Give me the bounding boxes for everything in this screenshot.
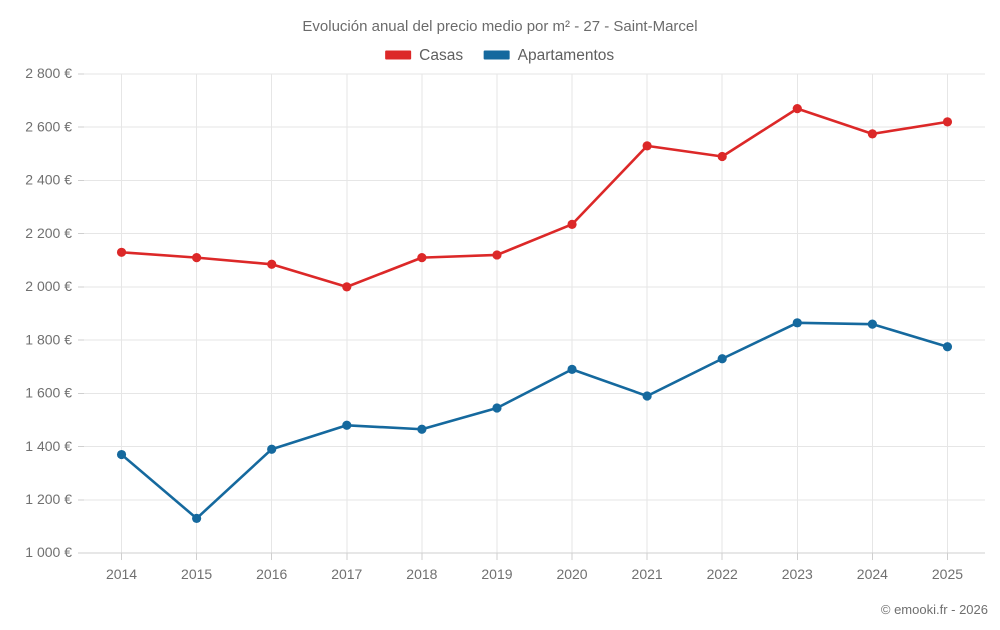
x-axis-label: 2021 bbox=[632, 566, 663, 582]
data-point-apartamentos-2017[interactable] bbox=[342, 420, 352, 430]
data-point-casas-2025[interactable] bbox=[942, 117, 953, 127]
x-axis-label: 2025 bbox=[932, 566, 963, 582]
data-point-casas-2019[interactable] bbox=[492, 250, 502, 260]
data-point-apartamentos-2015[interactable] bbox=[192, 513, 202, 524]
data-point-apartamentos-2014[interactable] bbox=[116, 449, 127, 460]
data-point-casas-2024[interactable] bbox=[867, 129, 877, 139]
y-gridlines: 2 800 € 2 600 € 2 400 € 2 200 € 2 000 € 1 800… bbox=[25, 65, 985, 560]
data-point-casas-2020[interactable] bbox=[567, 219, 577, 229]
legend-swatch-apartamentos bbox=[483, 50, 510, 60]
x-axis-label: 2024 bbox=[857, 566, 888, 582]
series-casas bbox=[116, 103, 953, 292]
x-axis-label: 2017 bbox=[331, 566, 362, 582]
data-point-apartamentos-2023[interactable] bbox=[792, 318, 802, 328]
data-point-casas-2015[interactable] bbox=[192, 253, 202, 263]
data-point-apartamentos-2025[interactable] bbox=[942, 342, 953, 352]
x-axis-label: 2022 bbox=[707, 566, 738, 582]
legend-label-apartamentos: Apartamentos bbox=[518, 47, 615, 64]
legend-item-apartamentos[interactable]: Apartamentos bbox=[483, 47, 615, 64]
y-axis-label: 1 400 € bbox=[25, 438, 72, 454]
x-axis-label: 2023 bbox=[782, 566, 813, 582]
data-point-casas-2023[interactable] bbox=[792, 103, 802, 114]
data-point-casas-2017[interactable] bbox=[342, 282, 352, 292]
chart-title: Evolución anual del precio medio por m² … bbox=[302, 18, 697, 35]
y-axis-label: 1 000 € bbox=[25, 544, 72, 560]
y-axis-label: 2 000 € bbox=[25, 278, 72, 294]
legend-label-casas: Casas bbox=[419, 47, 463, 64]
data-point-apartamentos-2016[interactable] bbox=[267, 444, 277, 454]
data-point-casas-2018[interactable] bbox=[417, 253, 427, 263]
y-axis-label: 2 200 € bbox=[25, 225, 72, 241]
series-line-apartamentos bbox=[120, 321, 949, 520]
series-apartamentos bbox=[116, 318, 953, 524]
chart-legend: Casas Apartamentos bbox=[385, 47, 614, 64]
copyright-credit: © emooki.fr - 2026 bbox=[880, 602, 988, 617]
x-axis-label: 2018 bbox=[406, 566, 437, 582]
data-point-apartamentos-2018[interactable] bbox=[417, 424, 427, 434]
x-axis-label: 2016 bbox=[256, 566, 287, 582]
y-axis-label: 1 800 € bbox=[25, 331, 72, 347]
data-point-apartamentos-2019[interactable] bbox=[492, 403, 502, 413]
x-gridlines: 2014 2015 2016 2017 2018 2019 2020 2021 2022 2023… bbox=[106, 74, 963, 582]
legend-item-casas[interactable]: Casas bbox=[385, 47, 463, 64]
y-axis-label: 2 800 € bbox=[25, 65, 72, 81]
data-point-casas-2022[interactable] bbox=[717, 151, 727, 162]
data-point-apartamentos-2021[interactable] bbox=[642, 391, 652, 401]
data-point-casas-2014[interactable] bbox=[116, 247, 127, 257]
y-axis-label: 1 600 € bbox=[25, 385, 72, 401]
series-line-casas bbox=[120, 107, 949, 289]
data-point-casas-2016[interactable] bbox=[267, 259, 277, 269]
data-point-apartamentos-2024[interactable] bbox=[867, 319, 877, 329]
x-axis-label: 2020 bbox=[556, 566, 587, 582]
data-point-apartamentos-2020[interactable] bbox=[567, 364, 577, 374]
y-axis-label: 2 600 € bbox=[25, 118, 72, 134]
data-point-apartamentos-2022[interactable] bbox=[717, 354, 727, 364]
x-axis-label: 2014 bbox=[106, 566, 137, 582]
y-axis-label: 2 400 € bbox=[25, 172, 72, 188]
y-axis-label: 1 200 € bbox=[25, 491, 72, 507]
x-axis-label: 2015 bbox=[181, 566, 212, 582]
x-axis-label: 2019 bbox=[481, 566, 512, 582]
data-point-casas-2021[interactable] bbox=[642, 141, 652, 151]
legend-swatch-casas bbox=[385, 50, 412, 60]
